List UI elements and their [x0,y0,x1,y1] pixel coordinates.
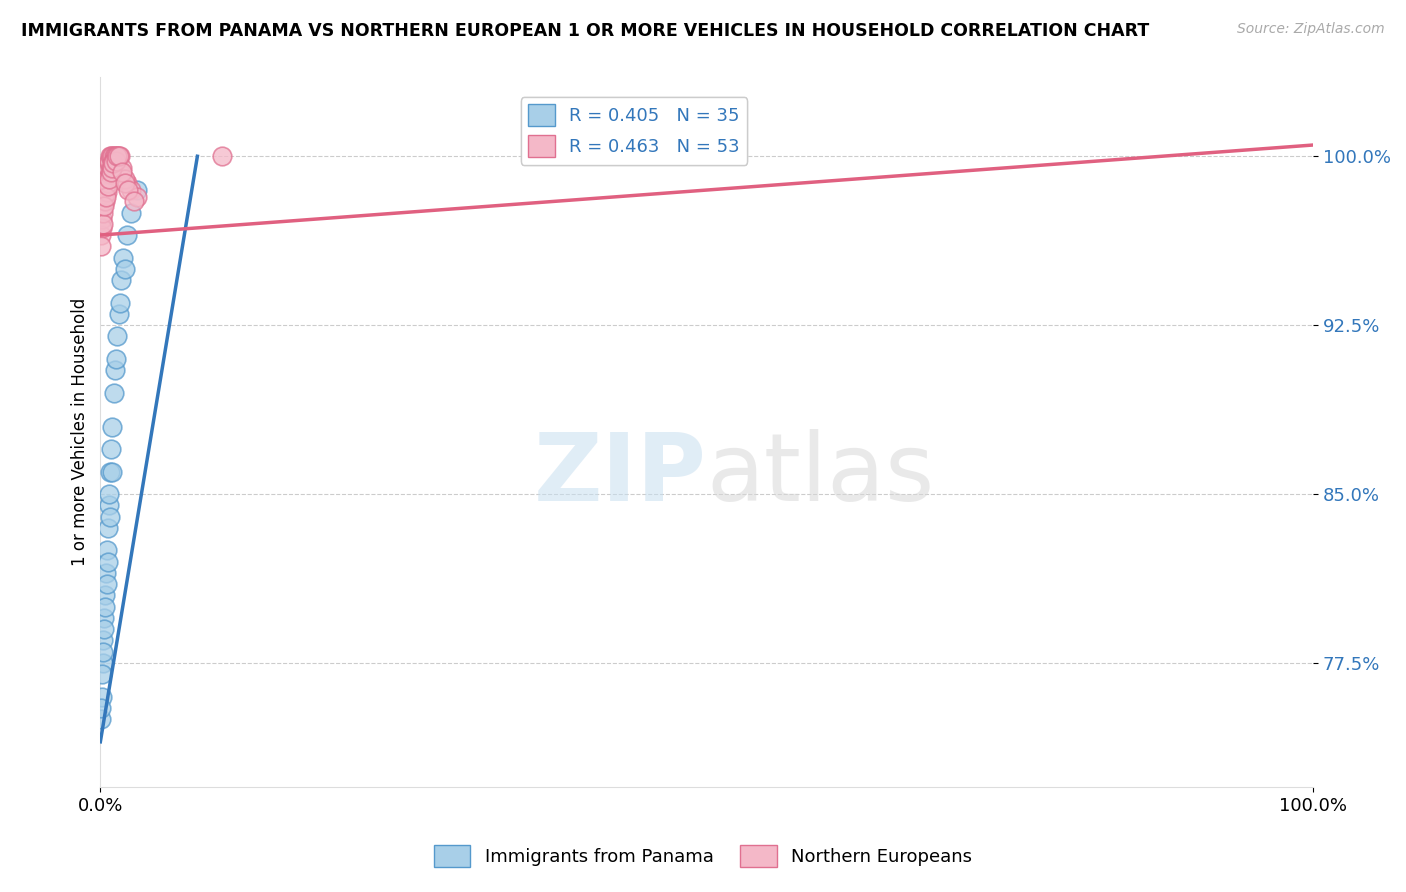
Point [108,295,131,310]
Point [110,167,132,181]
Point [117,183,139,197]
Point [93,199,115,213]
Point [110,273,132,287]
Legend: Immigrants from Panama, Northern Europeans: Immigrants from Panama, Northern Europea… [427,838,979,874]
Legend: R = 0.405   N = 35, R = 0.463   N = 53: R = 0.405 N = 35, R = 0.463 N = 53 [520,97,748,165]
Point [108,149,131,163]
Point [100,161,122,175]
Point [94,599,117,614]
Point [98,171,121,186]
Point [110,165,132,179]
Point [91,212,114,227]
Point [103,153,125,168]
Point [91,656,114,670]
Point [90,228,112,243]
Text: ZIP: ZIP [534,429,707,521]
Point [97,499,120,513]
Point [101,465,124,479]
Point [125,190,148,204]
Point [93,622,115,636]
Point [98,509,121,524]
Point [94,181,117,195]
Point [94,194,117,209]
Point [104,153,127,168]
Point [114,261,136,276]
Point [105,329,128,343]
Point [211,149,233,163]
Point [115,176,138,190]
Point [103,149,125,163]
Point [98,465,121,479]
Point [104,363,127,377]
Point [120,183,142,197]
Point [104,149,127,163]
Point [96,190,118,204]
Point [105,351,128,366]
Point [105,149,128,163]
Point [96,186,118,200]
Point [97,555,120,569]
Point [96,577,118,591]
Point [107,161,129,175]
Point [94,589,117,603]
Point [98,487,121,501]
Point [98,167,121,181]
Point [97,521,120,535]
Point [125,183,148,197]
Point [97,161,120,175]
Point [105,149,128,163]
Point [97,176,120,190]
Point [93,205,115,219]
Point [97,178,120,193]
Point [96,167,118,181]
Point [91,645,114,659]
Point [114,176,136,190]
Point [100,442,122,456]
Point [101,161,124,175]
Text: IMMIGRANTS FROM PANAMA VS NORTHERN EUROPEAN 1 OR MORE VEHICLES IN HOUSEHOLD CORR: IMMIGRANTS FROM PANAMA VS NORTHERN EUROP… [21,22,1149,40]
Point [97,156,120,170]
Point [90,239,112,253]
Point [115,228,138,243]
Point [107,307,129,321]
Point [124,194,146,209]
Point [98,149,121,163]
Point [98,153,121,168]
Point [105,153,128,168]
Point [91,667,114,681]
Point [101,156,124,170]
Point [108,149,131,163]
Point [90,712,112,726]
Point [91,199,114,213]
Point [93,190,115,204]
Point [101,419,124,434]
Point [111,161,134,175]
Point [94,171,117,186]
Text: Source: ZipAtlas.com: Source: ZipAtlas.com [1237,22,1385,37]
Y-axis label: 1 or more Vehicles in Household: 1 or more Vehicles in Household [72,298,89,566]
Point [90,221,112,235]
Point [90,701,112,715]
Point [114,171,136,186]
Point [120,205,142,219]
Point [112,171,135,186]
Point [93,611,115,625]
Point [94,566,117,580]
Text: atlas: atlas [707,429,935,521]
Point [101,149,124,163]
Point [107,149,129,163]
Point [96,543,118,558]
Point [112,251,135,265]
Point [100,149,122,163]
Point [91,217,114,231]
Point [100,165,122,179]
Point [93,633,115,648]
Point [90,690,112,704]
Point [101,156,124,170]
Point [103,385,125,400]
